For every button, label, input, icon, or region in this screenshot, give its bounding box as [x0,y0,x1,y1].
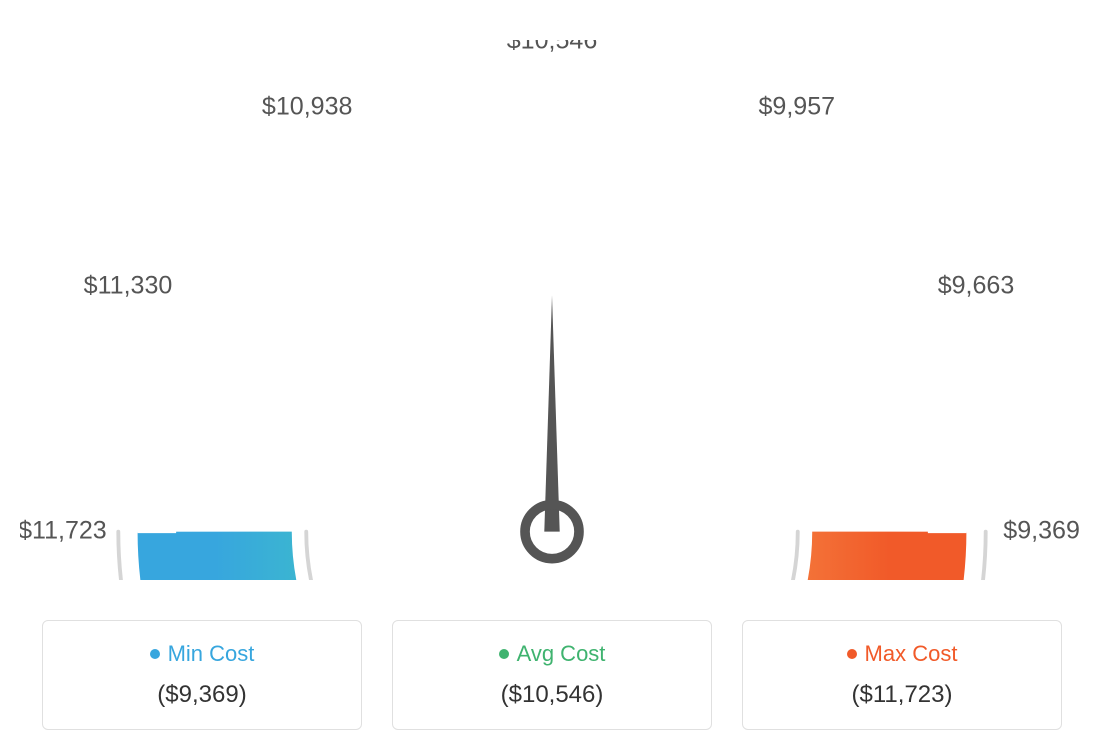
legend-label-min: Min Cost [53,641,351,667]
legend-label-text: Avg Cost [517,641,606,667]
dot-icon [499,649,509,659]
legend-label-text: Max Cost [865,641,958,667]
svg-text:$9,369: $9,369 [1003,516,1080,544]
svg-text:$10,938: $10,938 [262,92,353,120]
legend-value-min: ($9,369) [53,681,351,709]
legend-card-min: Min Cost ($9,369) [42,620,362,730]
svg-text:$9,957: $9,957 [758,92,835,120]
legend-label-max: Max Cost [753,641,1051,667]
legend-value-avg: ($10,546) [403,681,701,709]
dot-icon [847,649,857,659]
svg-text:$10,546: $10,546 [507,40,598,55]
legend-label-text: Min Cost [168,641,255,667]
gauge-svg: $9,369 $9,663 $9,957 $10,546 $10,938 $11,330 $… [20,40,1084,580]
svg-text:$9,663: $9,663 [938,271,1015,299]
legend-row: Min Cost ($9,369) Avg Cost ($10,546) Max… [20,620,1084,730]
svg-text:$11,330: $11,330 [84,271,173,299]
legend-card-max: Max Cost ($11,723) [742,620,1062,730]
legend-label-avg: Avg Cost [403,641,701,667]
dot-icon [150,649,160,659]
legend-card-avg: Avg Cost ($10,546) [392,620,712,730]
svg-text:$11,723: $11,723 [20,516,107,544]
legend-value-max: ($11,723) [753,681,1051,709]
gauge-chart: $9,369 $9,663 $9,957 $10,546 $10,938 $11,330 $… [20,40,1084,580]
